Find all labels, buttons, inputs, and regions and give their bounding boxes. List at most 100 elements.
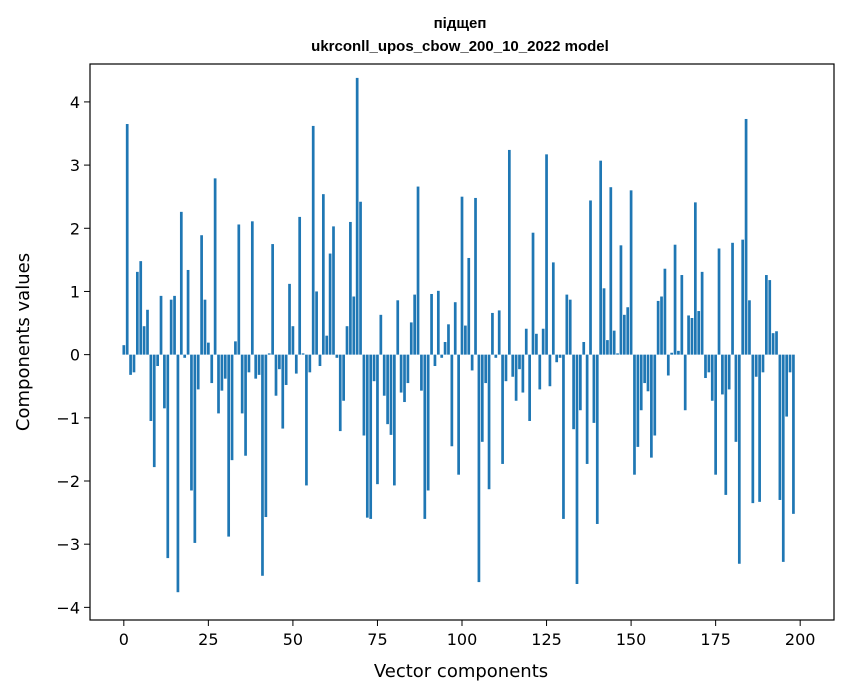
- bar: [758, 354, 761, 502]
- bar: [240, 354, 244, 414]
- bar: [399, 354, 403, 393]
- bar: [528, 354, 531, 421]
- bar: [629, 190, 633, 355]
- bar: [778, 354, 782, 500]
- bar: [349, 221, 352, 355]
- bar: [250, 221, 254, 355]
- bar: [788, 354, 792, 373]
- bar: [203, 299, 207, 355]
- bar: [345, 326, 349, 355]
- bar: [677, 350, 680, 355]
- y-tick-label: 4: [70, 93, 80, 112]
- bar: [768, 280, 772, 355]
- bar: [230, 354, 234, 461]
- bar: [781, 354, 785, 562]
- bar: [599, 160, 603, 355]
- bar: [335, 354, 339, 358]
- bar: [315, 291, 318, 355]
- x-tick-label: 150: [616, 630, 647, 649]
- bar: [727, 354, 731, 390]
- bar: [207, 342, 210, 355]
- bar: [737, 354, 741, 564]
- bar: [271, 244, 274, 355]
- plot-frame: [89, 63, 835, 621]
- y-tick-label: −3: [56, 535, 80, 554]
- bar: [741, 239, 745, 355]
- bar: [690, 317, 694, 355]
- bar: [453, 302, 457, 355]
- bar: [409, 322, 413, 355]
- bar: [139, 261, 143, 355]
- bar: [284, 354, 288, 385]
- bar: [633, 354, 636, 475]
- bar: [653, 354, 657, 436]
- bar: [274, 354, 278, 396]
- bar: [680, 275, 684, 355]
- bar: [467, 257, 471, 355]
- bar: [436, 290, 440, 355]
- bar: [464, 325, 467, 355]
- bar: [132, 354, 136, 373]
- bar: [267, 353, 271, 355]
- bar: [450, 354, 454, 447]
- bar: [281, 354, 285, 429]
- bar: [389, 354, 393, 435]
- x-tick-label: 200: [785, 630, 816, 649]
- bar: [751, 354, 755, 504]
- bar: [318, 354, 322, 367]
- bar: [237, 224, 241, 355]
- y-tick-label: 3: [70, 156, 80, 175]
- bar: [186, 269, 190, 355]
- bar: [443, 342, 447, 355]
- bar: [460, 196, 464, 355]
- bar: [535, 333, 538, 355]
- x-tick-label: 100: [447, 630, 478, 649]
- bar: [670, 352, 674, 355]
- bar: [183, 354, 187, 358]
- bar: [477, 354, 481, 583]
- bar: [332, 226, 335, 355]
- bar: [179, 211, 183, 355]
- bar: [159, 295, 163, 355]
- bar: [710, 354, 714, 401]
- bar: [338, 354, 342, 432]
- bar: [403, 354, 406, 403]
- bar: [771, 333, 775, 355]
- bar: [129, 354, 132, 375]
- bar: [582, 342, 586, 355]
- bar: [213, 178, 217, 355]
- bar: [619, 245, 623, 355]
- bar: [521, 354, 525, 393]
- bar: [497, 310, 501, 355]
- bar: [433, 354, 437, 367]
- bar: [572, 354, 575, 430]
- bar: [616, 353, 619, 355]
- x-tick-label: 75: [367, 630, 387, 649]
- y-axis-ticks: −4 −3 −2 −1 0 1 2 3 4: [56, 93, 90, 617]
- bar: [365, 354, 369, 518]
- bar: [386, 354, 389, 425]
- bars: [122, 77, 795, 593]
- bar: [325, 335, 329, 355]
- bar: [210, 354, 214, 384]
- bar: [491, 312, 494, 355]
- bar: [562, 354, 565, 519]
- bar: [575, 354, 579, 584]
- bar: [748, 300, 751, 355]
- bar: [301, 353, 305, 355]
- bar: [294, 354, 298, 374]
- x-tick-label: 50: [283, 630, 303, 649]
- bar: [765, 275, 768, 355]
- bar: [636, 354, 640, 447]
- bar: [308, 354, 312, 373]
- chart-title-line-1: підщеп: [434, 15, 487, 32]
- bar: [565, 294, 569, 355]
- bar: [393, 354, 396, 486]
- bar: [176, 354, 180, 593]
- bar: [545, 154, 548, 355]
- bar: [474, 197, 477, 355]
- bar: [261, 354, 264, 576]
- bar: [220, 354, 224, 391]
- bar: [200, 235, 203, 355]
